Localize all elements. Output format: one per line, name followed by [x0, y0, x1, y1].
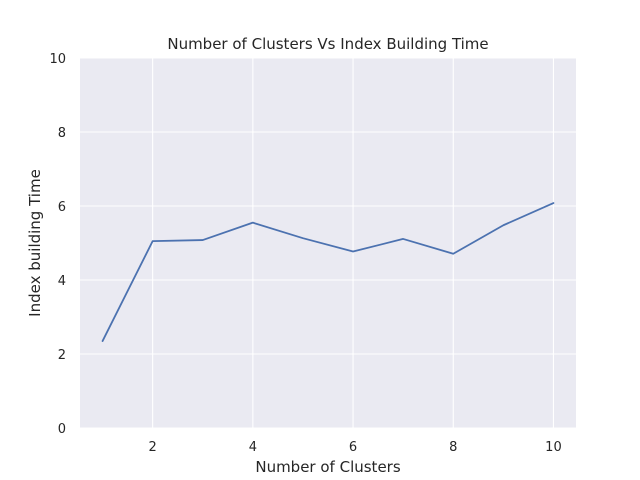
y-tick-label: 10 — [49, 52, 66, 67]
grid-lines — [80, 57, 576, 429]
series-line — [101, 202, 555, 342]
chart-title: Number of Clusters Vs Index Building Tim… — [167, 35, 488, 53]
y-axis-label: Index building Time — [26, 169, 44, 317]
x-tick-label: 2 — [149, 440, 157, 455]
x-tick-labels: 2 4 6 8 10 — [149, 440, 562, 455]
y-tick-label: 8 — [58, 126, 66, 141]
y-tick-label: 4 — [58, 274, 66, 289]
x-axis-label: Number of Clusters — [255, 458, 400, 476]
plot-area — [80, 58, 576, 428]
x-tick-label: 6 — [349, 440, 357, 455]
y-tick-label: 2 — [58, 348, 66, 363]
y-tick-label: 6 — [58, 200, 66, 215]
y-tick-labels: 0 2 4 6 8 10 — [49, 52, 66, 437]
x-tick-label: 10 — [545, 440, 562, 455]
y-tick-label: 0 — [58, 422, 66, 437]
x-tick-label: 4 — [249, 440, 257, 455]
x-tick-label: 8 — [449, 440, 457, 455]
series-group — [101, 202, 555, 342]
